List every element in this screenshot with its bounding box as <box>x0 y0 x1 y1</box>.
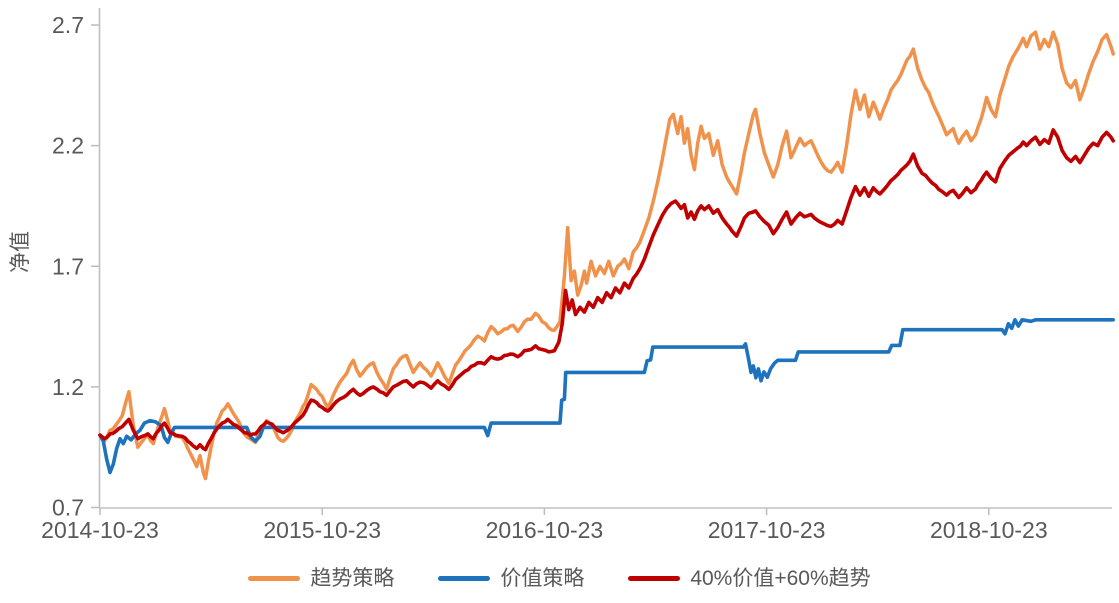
x-tick-label: 2018-10-23 <box>930 517 1048 543</box>
y-tick-label: 1.7 <box>52 253 84 279</box>
x-tick-label: 2015-10-23 <box>263 517 381 543</box>
chart-legend: 趋势策略 价值策略 40%价值+60%趋势 <box>0 568 1119 589</box>
y-tick-label: 0.7 <box>52 495 84 521</box>
y-tick-label: 1.2 <box>52 374 84 400</box>
legend-label: 40%价值+60%趋势 <box>690 567 871 590</box>
legend-item-1: 趋势策略 <box>248 568 394 589</box>
x-tick-label: 2017-10-23 <box>708 517 826 543</box>
series-line-1 <box>98 30 1115 481</box>
y-tick-label: 2.7 <box>52 12 84 38</box>
legend-swatch-icon <box>248 576 301 581</box>
y-tick-label: 2.2 <box>52 133 84 159</box>
legend-item-3: 40%价值+60%趋势 <box>628 567 871 590</box>
y-axis-title: 净值 <box>9 231 32 273</box>
legend-swatch-icon <box>628 576 681 581</box>
legend-label: 趋势策略 <box>310 567 395 590</box>
legend-swatch-icon <box>438 576 491 581</box>
series-line-3 <box>98 128 1115 452</box>
legend-label: 价值策略 <box>500 567 585 590</box>
x-tick-label: 2016-10-23 <box>486 517 604 543</box>
x-tick-label: 2014-10-23 <box>41 517 159 543</box>
series-line-2 <box>98 317 1115 475</box>
legend-item-2: 价值策略 <box>438 568 584 589</box>
